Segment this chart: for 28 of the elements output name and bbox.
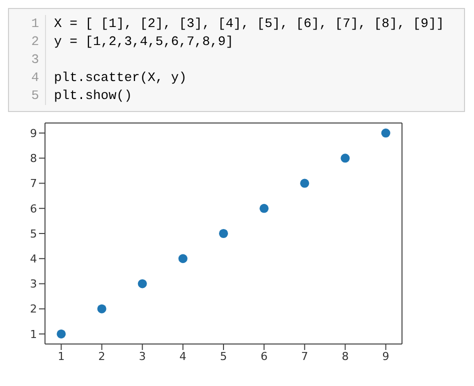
x-tick-label: 9	[382, 350, 390, 363]
x-tick-label: 2	[98, 350, 106, 363]
y-tick-label: 8	[30, 152, 37, 166]
point	[138, 279, 147, 288]
point	[97, 304, 106, 314]
y-tick-label: 3	[30, 278, 37, 291]
y-tick-label: 9	[30, 126, 37, 140]
y-tick-label: 5	[30, 227, 37, 240]
x-tick-label: 6	[260, 350, 268, 363]
code-cell: 1 X = [ [1], [2], [3], [4], [5], [6], [7], [8], [9]] 2 y = [1,2,3,4,5,6,7,8,9] 3 4 plt.scatter(X, y) 5 plt.show()	[8, 8, 465, 112]
point	[381, 128, 390, 138]
y-tick-label: 2	[30, 302, 37, 316]
y-tick-label: 7	[30, 177, 37, 190]
point	[340, 154, 350, 163]
point	[260, 204, 269, 213]
y-tick-label: 1	[30, 328, 37, 341]
point	[218, 228, 228, 238]
point	[178, 254, 188, 264]
x-tick-label: 4	[179, 350, 186, 363]
x-tick-label: 5	[220, 350, 227, 363]
point	[300, 178, 310, 188]
y-tick-label: 4	[30, 252, 37, 266]
x-tick-label: 8	[342, 350, 349, 363]
x-tick-label: 1	[58, 350, 65, 363]
x-tick-label: 3	[138, 350, 146, 363]
y-tick-label: 6	[30, 202, 37, 216]
point	[56, 329, 66, 338]
x-tick-label: 7	[301, 350, 308, 363]
